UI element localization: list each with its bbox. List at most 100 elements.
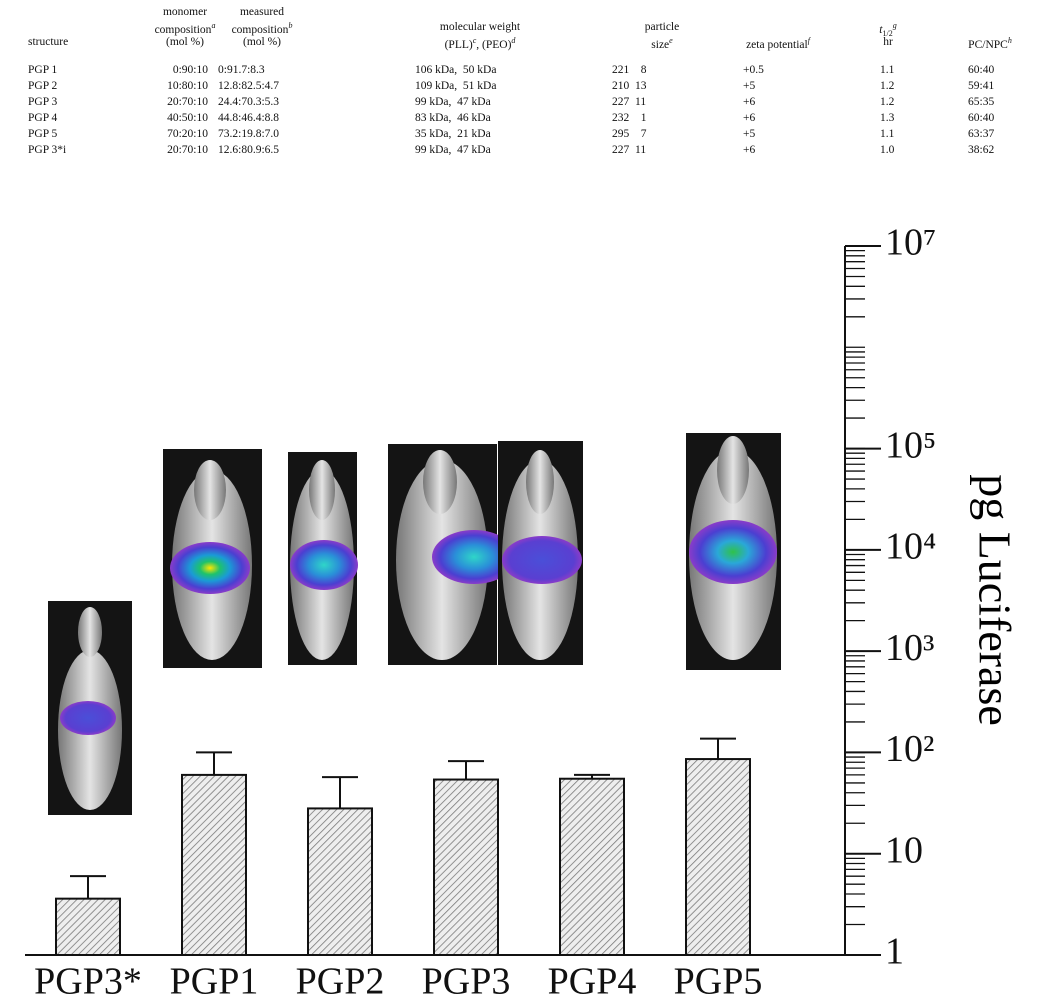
table-cell: 24.4:70.3:5.3 <box>218 96 280 108</box>
table-cell: 20:70:10 <box>167 96 208 108</box>
table-cell: 0:90:10 <box>172 64 208 76</box>
table-cell: 99 kDa, 47 kDa <box>415 96 491 108</box>
table-cell: PGP 3*i <box>28 144 67 156</box>
table-cell: 83 kDa, 46 kDa <box>415 112 491 124</box>
x-tick-label: PGP3* <box>34 961 142 1000</box>
header-text: , (PEO) <box>476 38 512 51</box>
header-text: t <box>879 23 883 36</box>
y-tick-label: 10² <box>885 728 934 770</box>
header-cell: monomer <box>163 6 207 18</box>
table-cell: 38:62 <box>968 144 995 156</box>
y-tick-label: 10⁵ <box>885 424 936 466</box>
header-text: (mol %) <box>242 36 282 48</box>
table-cell: 59:41 <box>968 80 995 92</box>
mouse-image <box>163 449 262 668</box>
mouse-image <box>288 452 358 665</box>
header-text: size <box>651 38 670 51</box>
table-cell: 1.2 <box>880 96 895 108</box>
header-text: composition <box>154 23 212 36</box>
table-cell: +5 <box>743 128 756 140</box>
header-text: monomer <box>162 6 208 18</box>
header-footnote: a <box>211 21 216 30</box>
table-cell: 295 7 <box>612 128 647 140</box>
table-cell: 60:40 <box>968 112 995 124</box>
table-cell: 20:70:10 <box>167 144 208 156</box>
header-cell: (mol %) <box>166 36 204 48</box>
table-cell: 232 1 <box>612 112 647 124</box>
header-cell: t1/2g <box>879 21 896 38</box>
y-tick-label: 10³ <box>885 627 934 669</box>
header-footnote: h <box>1007 36 1012 45</box>
table-cell: PGP 1 <box>28 64 58 76</box>
header-cell: (PLL)c, (PEO)d <box>445 36 516 51</box>
bar <box>685 758 751 956</box>
header-footnote: d <box>511 36 516 45</box>
table-cell: 1.3 <box>880 112 895 124</box>
bar <box>307 807 373 957</box>
mouse-image <box>686 433 781 670</box>
header-footnote: e <box>669 36 673 45</box>
header-cell: hr <box>883 36 893 48</box>
header-cell: compositionb <box>232 21 293 36</box>
table-cell: 1.2 <box>880 80 895 92</box>
table-cell: 44.8:46.4:8.8 <box>218 112 280 124</box>
bar <box>433 778 499 956</box>
y-tick-label: 10 <box>885 829 923 871</box>
header-text: hr <box>883 36 893 48</box>
header-text: measured <box>239 6 285 18</box>
table-cell: PGP 4 <box>28 112 58 124</box>
table-cell: +6 <box>743 112 756 124</box>
table-cell: 227 11 <box>612 96 647 108</box>
header-cell: PC/NPCh <box>968 36 1012 51</box>
header-subscript: 1/2 <box>882 29 893 39</box>
x-tick-label: PGP4 <box>548 961 637 1000</box>
header-cell: particle <box>645 21 679 33</box>
y-tick-label: 10⁷ <box>885 222 936 264</box>
header-footnote: c <box>472 36 477 45</box>
table-cell: 35 kDa, 21 kDa <box>415 128 491 140</box>
table-cell: +6 <box>743 144 756 156</box>
table-cell: 65:35 <box>968 96 995 108</box>
x-tick-label: PGP3 <box>422 961 511 1000</box>
table-cell: PGP 3 <box>28 96 58 108</box>
table-cell: +6 <box>743 96 756 108</box>
x-tick-label: PGP2 <box>296 961 385 1000</box>
bar <box>181 773 247 956</box>
mouse-image <box>498 441 583 665</box>
y-tick-label: 10⁴ <box>885 526 936 568</box>
bar <box>55 897 121 956</box>
header-text: molecular weight <box>439 21 521 33</box>
table-cell: 0:91.7:8.3 <box>218 64 265 76</box>
header-footnote: f <box>807 36 810 45</box>
table-cell: 73.2:19.8:7.0 <box>218 128 280 140</box>
header-text: composition <box>231 23 289 36</box>
x-tick-label: PGP1 <box>170 961 259 1000</box>
header-text: PC/NPC <box>968 38 1008 51</box>
table-cell: 1.1 <box>880 128 895 140</box>
header-cell: (mol %) <box>243 36 281 48</box>
table-cell: 40:50:10 <box>167 112 208 124</box>
table-cell: PGP 2 <box>28 80 58 92</box>
mouse-image <box>388 444 516 665</box>
header-text: structure <box>28 36 69 48</box>
table-cell: 106 kDa, 50 kDa <box>415 64 497 76</box>
table-cell: +5 <box>743 80 756 92</box>
table-cell: 109 kDa, 51 kDa <box>415 80 497 92</box>
table-cell: 99 kDa, 47 kDa <box>415 144 491 156</box>
table-cell: 12.8:82.5:4.7 <box>218 80 280 92</box>
header-cell: measured <box>240 6 284 18</box>
table-cell: PGP 5 <box>28 128 58 140</box>
table-cell: 12.6:80.9:6.5 <box>218 144 280 156</box>
header-cell: compositiona <box>155 21 216 36</box>
table-cell: 10:80:10 <box>167 80 208 92</box>
mouse-image <box>48 601 132 815</box>
table-cell: 70:20:10 <box>167 128 208 140</box>
x-tick-label: PGP5 <box>674 961 763 1000</box>
table-cell: 1.1 <box>880 64 895 76</box>
header-text: (PLL) <box>444 38 473 51</box>
table-cell: 210 13 <box>612 80 647 92</box>
table-cell: 60:40 <box>968 64 995 76</box>
table-cell: 221 8 <box>612 64 647 76</box>
header-cell: sizee <box>651 36 672 51</box>
